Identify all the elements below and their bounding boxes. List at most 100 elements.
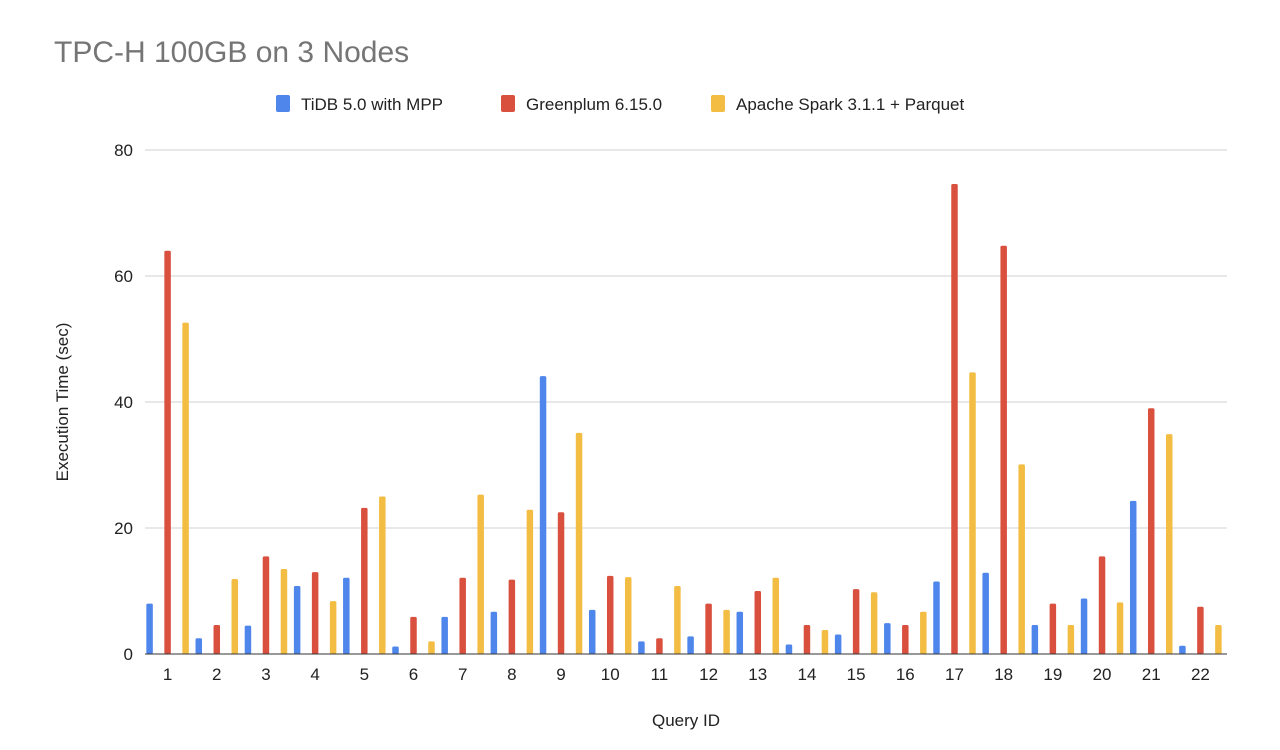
bar-3-q1 — [182, 322, 189, 654]
bar-3-q4 — [329, 601, 337, 654]
x-tick-label: 19 — [1043, 665, 1062, 684]
bar-3-q19 — [1067, 625, 1075, 654]
bar-1-q11 — [638, 641, 645, 654]
bar-3-q2 — [231, 579, 239, 654]
bar-1-q17 — [933, 581, 940, 654]
bar-3-q17 — [969, 372, 976, 654]
bar-3-q9 — [575, 432, 583, 654]
x-tick-label: 16 — [896, 665, 915, 684]
bar-1-q7 — [441, 616, 448, 654]
bar-3-q12 — [723, 609, 730, 654]
y-tick-label: 60 — [114, 267, 133, 286]
bar-1-q6 — [392, 646, 399, 654]
x-tick-label: 12 — [699, 665, 718, 684]
bar-3-q21 — [1165, 434, 1173, 654]
bar-1-q9 — [539, 376, 547, 654]
y-axis-ticks: 0 20 40 60 80 — [114, 141, 133, 664]
bar-1-q10 — [588, 609, 596, 654]
bar-1-q18 — [982, 572, 989, 654]
bar-3-q16 — [920, 611, 927, 654]
x-tick-label: 18 — [994, 665, 1013, 684]
bar-3-q5 — [379, 496, 386, 654]
bar-2-q10 — [606, 575, 614, 654]
bar-1-q14 — [785, 644, 793, 654]
bar-2-q13 — [754, 591, 762, 654]
bar-2-q2 — [213, 625, 221, 654]
legend-swatch-3 — [711, 95, 725, 112]
x-tick-label: 11 — [651, 665, 669, 684]
x-tick-label: 1 — [163, 665, 172, 684]
legend-swatch-1 — [276, 95, 290, 112]
bar-3-q13 — [772, 577, 780, 654]
bar-3-q15 — [870, 592, 878, 654]
x-tick-label: 7 — [458, 665, 467, 684]
x-tick-label: 3 — [261, 665, 270, 684]
gridlines — [145, 149, 1227, 529]
bar-1-q15 — [834, 634, 842, 654]
x-tick-label: 8 — [507, 665, 516, 684]
x-tick-label: 2 — [212, 665, 221, 684]
bar-3-q6 — [428, 641, 435, 654]
bar-1-q5 — [343, 577, 350, 654]
bar-2-q16 — [902, 625, 909, 654]
bar-2-q4 — [311, 572, 319, 654]
bar-2-q15 — [852, 589, 860, 654]
bar-1-q4 — [293, 585, 301, 654]
bar-2-q3 — [262, 556, 270, 654]
y-tick-label: 40 — [114, 393, 133, 412]
bar-3-q14 — [821, 630, 829, 654]
bar-1-q21 — [1129, 500, 1137, 654]
bar-3-q3 — [280, 568, 288, 654]
legend-label-3: Apache Spark 3.1.1 + Parquet — [736, 95, 965, 114]
bar-2-q7 — [459, 577, 466, 654]
bar-2-q9 — [557, 512, 565, 654]
legend: TiDB 5.0 with MPP Greenplum 6.15.0 Apache … — [276, 95, 965, 114]
bar-1-q12 — [687, 636, 694, 654]
bar-2-q5 — [361, 507, 368, 654]
bar-3-q20 — [1116, 602, 1124, 654]
legend-label-1: TiDB 5.0 with MPP — [301, 95, 443, 114]
bar-3-q10 — [624, 577, 632, 654]
bar-1-q13 — [736, 611, 744, 654]
x-tick-label: 14 — [797, 665, 816, 684]
bar-2-q1 — [164, 250, 171, 655]
bar-2-q6 — [410, 616, 417, 654]
x-tick-label: 9 — [556, 665, 565, 684]
x-tick-label: 4 — [310, 665, 319, 684]
bar-3-q8 — [526, 509, 534, 654]
bar-2-q11 — [656, 638, 663, 654]
x-tick-label: 15 — [847, 665, 866, 684]
bar-1-q19 — [1031, 625, 1039, 654]
bar-2-q18 — [1000, 245, 1007, 654]
bar-3-q18 — [1018, 464, 1025, 654]
bar-2-q22 — [1197, 606, 1204, 654]
bar-1-q20 — [1080, 598, 1088, 654]
x-tick-label: 6 — [409, 665, 418, 684]
bar-3-q7 — [477, 494, 484, 654]
x-tick-label: 5 — [360, 665, 369, 684]
bar-1-q2 — [195, 638, 203, 654]
bar-1-q3 — [244, 625, 252, 654]
legend-swatch-2 — [501, 95, 515, 112]
x-tick-label: 13 — [748, 665, 767, 684]
bar-2-q21 — [1147, 408, 1155, 654]
x-axis-ticks: 1 2 3 4 5 6 7 8 9 10 11 12 13 14 15 16 17 18 19 20 21 22 — [163, 665, 1210, 684]
x-axis-label: Query ID — [652, 711, 720, 730]
bar-1-q16 — [884, 623, 891, 654]
x-tick-label: 21 — [1142, 665, 1161, 684]
bars — [146, 184, 1222, 655]
bar-2-q12 — [705, 603, 712, 654]
bar-2-q20 — [1098, 556, 1106, 654]
x-tick-label: 10 — [601, 665, 620, 684]
bar-3-q11 — [674, 585, 681, 654]
legend-label-2: Greenplum 6.15.0 — [526, 95, 662, 114]
y-tick-label: 0 — [124, 645, 133, 664]
x-tick-label: 20 — [1093, 665, 1112, 684]
x-tick-label: 17 — [945, 665, 964, 684]
bar-1-q22 — [1179, 645, 1186, 654]
bar-3-q22 — [1215, 625, 1222, 654]
y-axis-label: Execution Time (sec) — [53, 323, 72, 482]
bar-1-q1 — [146, 603, 153, 654]
